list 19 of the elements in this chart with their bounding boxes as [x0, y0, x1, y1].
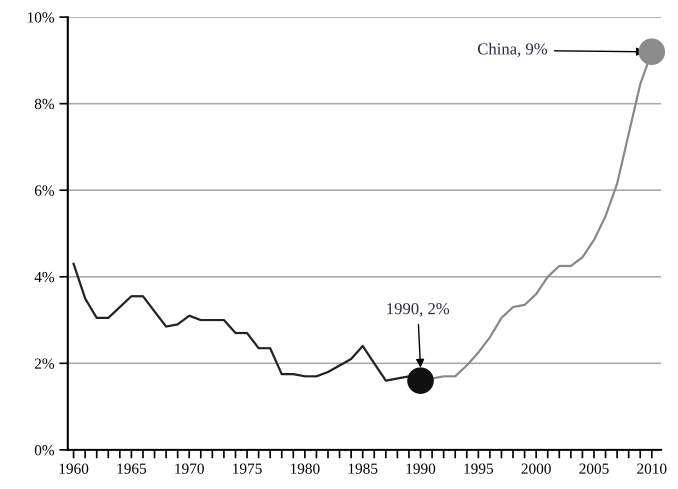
x-tick-label: 2010	[637, 464, 666, 474]
y-tick-label: 0%	[34, 445, 54, 456]
x-tick-label: 1965	[117, 464, 146, 474]
y-tick-label: 2%	[34, 358, 54, 369]
x-tick-label: 1975	[233, 464, 262, 474]
annotation: China, 9%	[478, 42, 548, 57]
y-tick-label: 6%	[34, 185, 54, 196]
y-tick-label: 8%	[34, 98, 54, 110]
annotation: 1990, 2%	[387, 303, 450, 317]
x-tick-label: 1990	[406, 464, 436, 474]
x-tick-label: 2005	[579, 464, 609, 474]
x-tick-label: 1970	[175, 464, 204, 474]
x-tick-label: 1985	[348, 464, 378, 474]
y-tick-label: 4%	[34, 272, 54, 282]
y-tick-label: 10%	[28, 12, 54, 23]
x-tick-label: 1980	[290, 464, 320, 474]
x-tick-label: 1960	[60, 464, 88, 474]
x-tick-label: 2000	[522, 464, 551, 474]
x-tick-label: 1995	[464, 464, 494, 474]
